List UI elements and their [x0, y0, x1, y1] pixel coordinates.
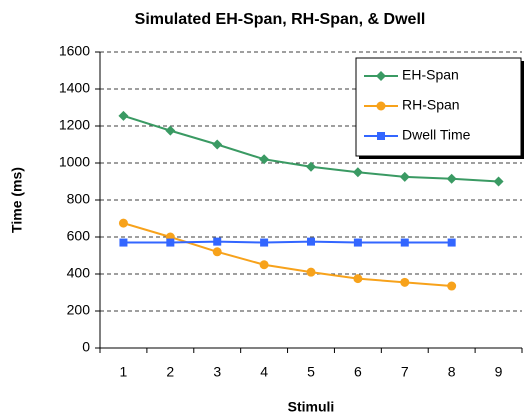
legend-label: EH-Span — [402, 67, 459, 83]
marker — [400, 238, 409, 247]
series-line — [123, 240, 452, 244]
marker — [352, 167, 363, 178]
x-tick-label: 2 — [166, 364, 174, 380]
marker — [213, 237, 222, 246]
y-axis-label: Time (ms) — [9, 167, 25, 233]
y-tick-label: 0 — [82, 339, 90, 355]
marker — [377, 132, 385, 140]
y-tick-label: 200 — [67, 302, 91, 318]
marker — [493, 176, 504, 187]
marker — [447, 238, 456, 247]
marker — [118, 110, 129, 121]
marker — [212, 247, 222, 257]
marker — [306, 267, 316, 277]
y-tick-label: 600 — [67, 228, 91, 244]
x-tick-label: 1 — [120, 364, 128, 380]
chart-title: Simulated EH-Span, RH-Span, & Dwell — [135, 11, 426, 28]
marker — [212, 139, 223, 150]
x-tick-label: 3 — [213, 364, 221, 380]
marker — [166, 238, 175, 247]
series-line — [123, 222, 452, 288]
y-tick-label: 400 — [67, 265, 91, 281]
x-tick-label: 9 — [495, 364, 503, 380]
x-tick-label: 8 — [448, 364, 456, 380]
x-tick-label: 4 — [260, 364, 268, 380]
marker — [353, 238, 362, 247]
y-tick-label: 800 — [67, 191, 91, 207]
x-tick-label: 5 — [307, 364, 315, 380]
legend-label: RH-Span — [402, 97, 460, 113]
x-axis-label: Stimuli — [288, 399, 335, 415]
marker — [260, 238, 269, 247]
y-tick-label: 1600 — [59, 43, 90, 59]
marker — [165, 125, 176, 136]
marker — [259, 154, 270, 165]
x-tick-label: 6 — [354, 364, 362, 380]
y-tick-label: 1400 — [59, 80, 90, 96]
y-tick-label: 1200 — [59, 117, 90, 133]
marker — [306, 161, 316, 172]
legend-label: Dwell Time — [402, 127, 471, 143]
x-tick-label: 7 — [401, 364, 409, 380]
marker — [399, 171, 410, 182]
marker — [376, 101, 386, 111]
marker — [119, 238, 128, 247]
marker — [118, 218, 128, 228]
marker — [446, 173, 457, 184]
marker — [307, 237, 315, 246]
marker — [447, 281, 457, 291]
marker — [259, 260, 269, 270]
marker — [400, 277, 410, 287]
marker — [353, 274, 363, 284]
y-tick-label: 1000 — [59, 154, 90, 170]
marker — [376, 71, 386, 81]
